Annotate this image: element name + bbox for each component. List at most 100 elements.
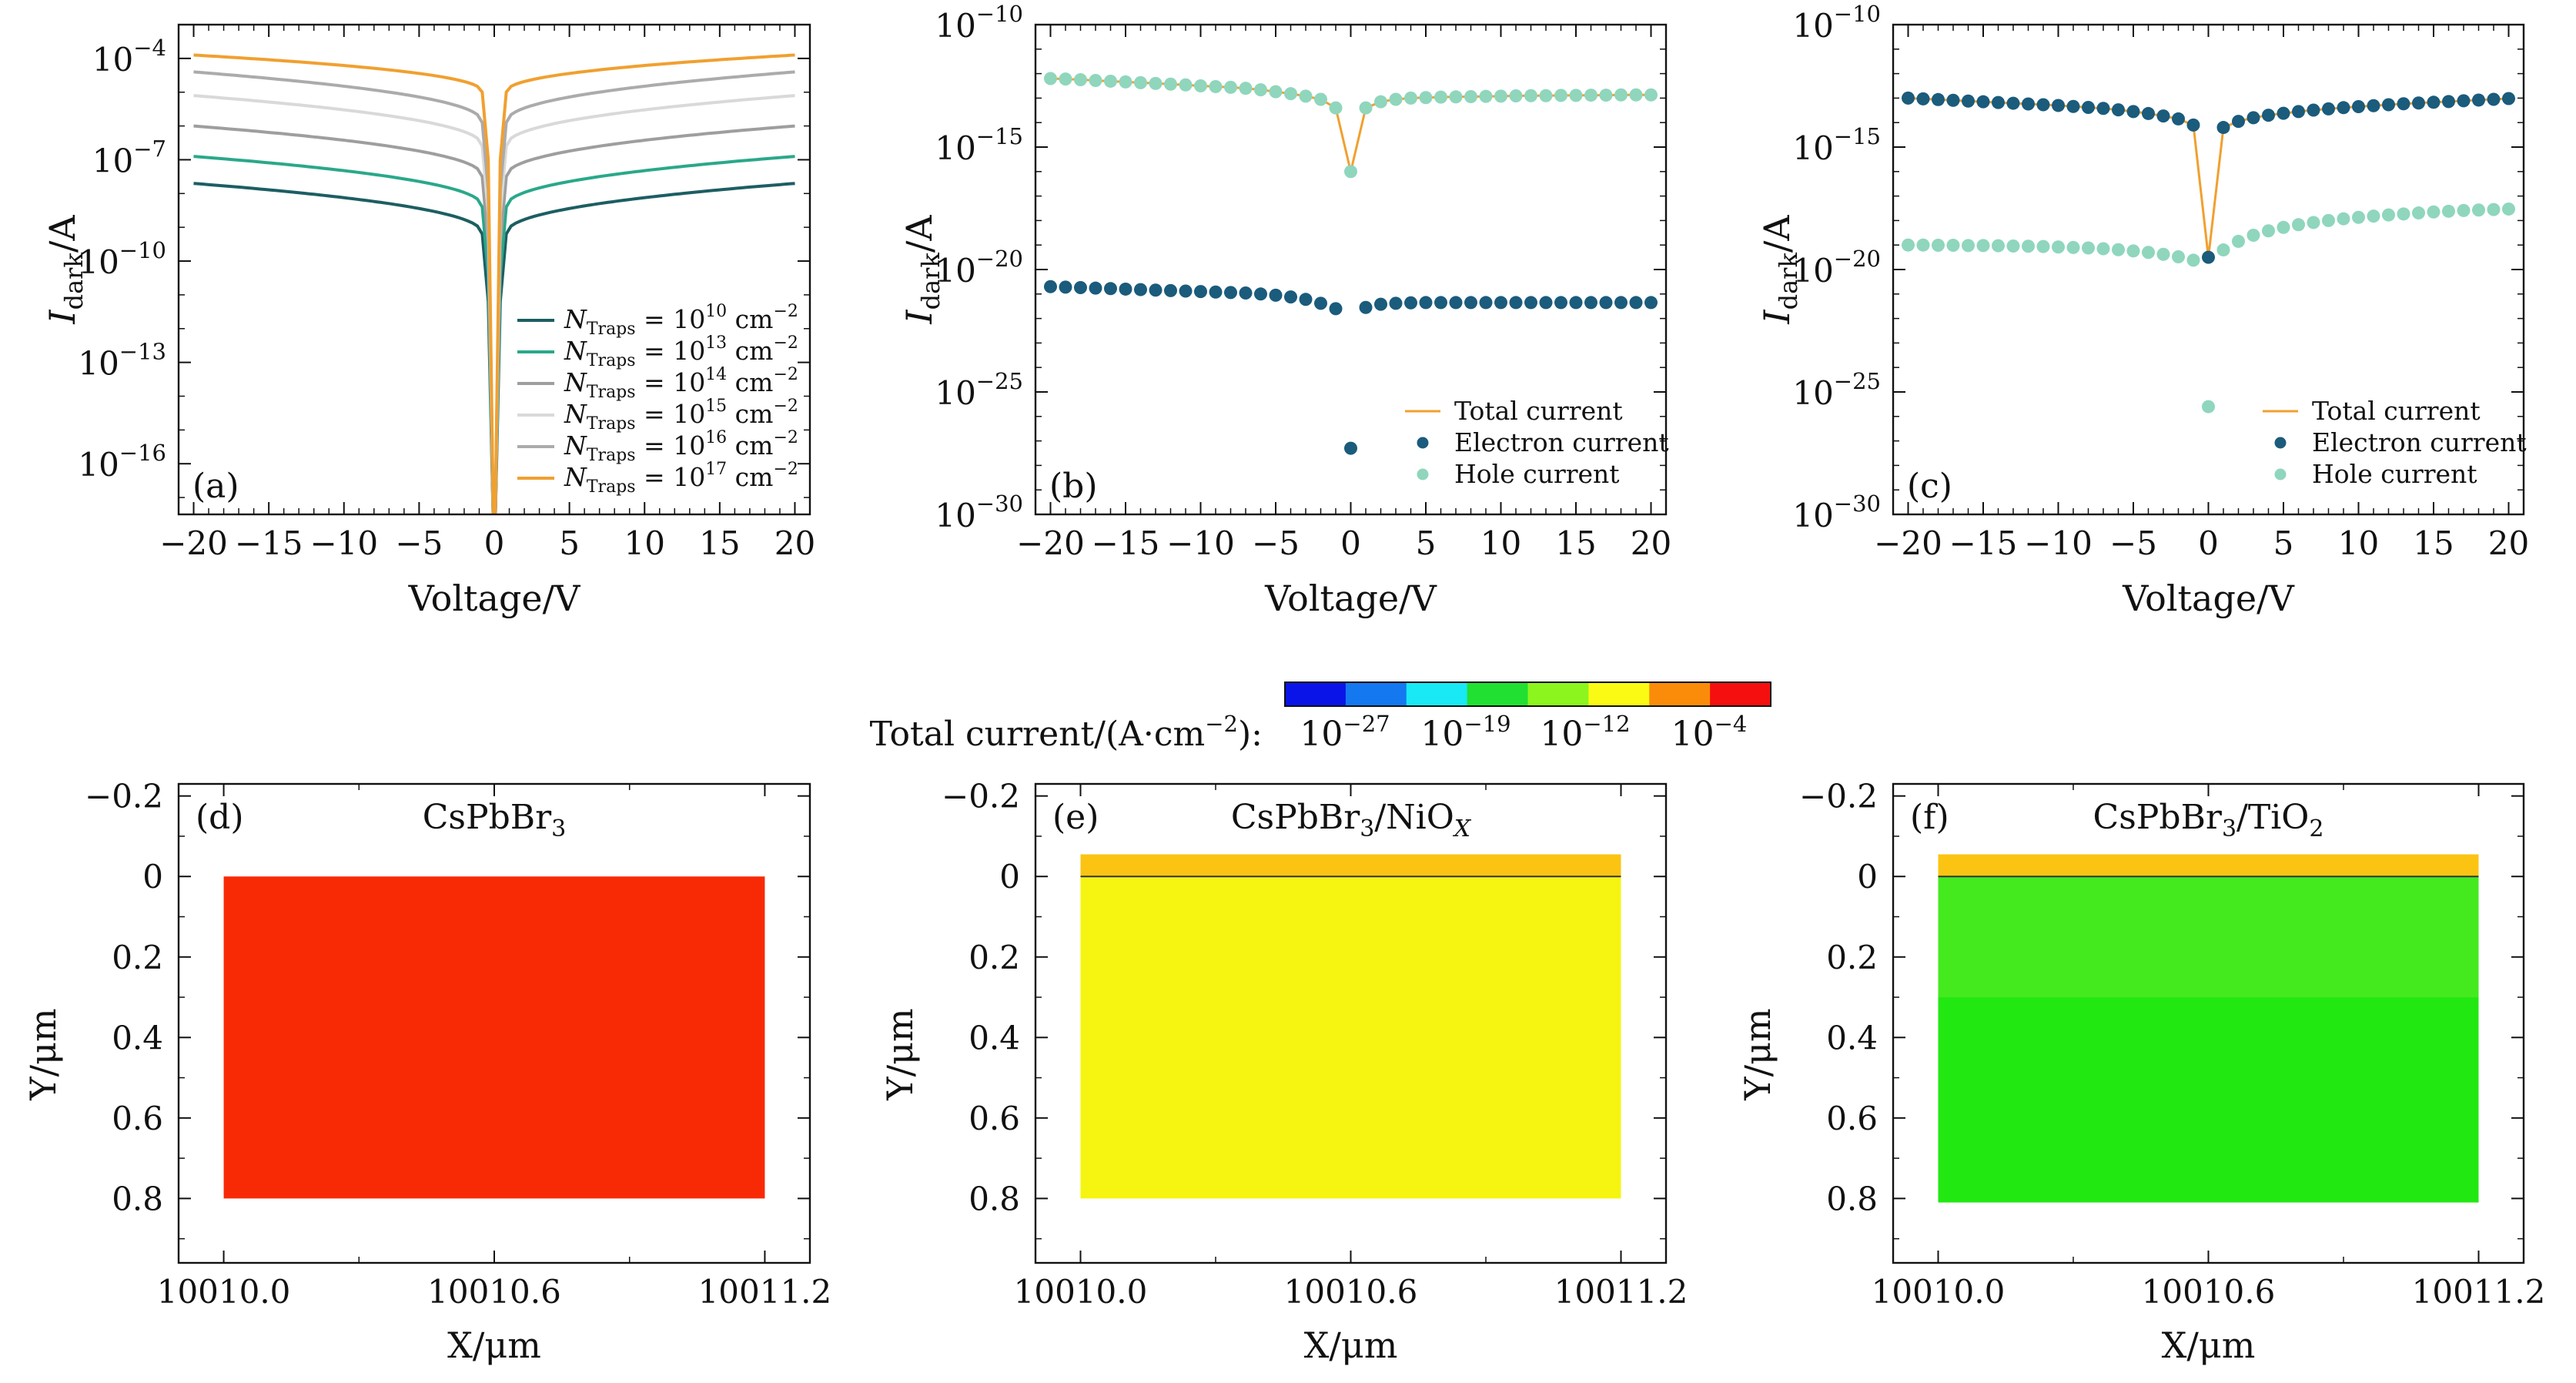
panel-a: −20 −15 −10 −5 0 5 10 15 2010−410−710−1010−1310−…	[42, 24, 815, 619]
y-tick-label: 10−20	[1792, 246, 1881, 290]
hole-point	[1584, 89, 1597, 102]
legend-name: N	[564, 304, 587, 334]
title-mid: /NiO	[1374, 798, 1454, 837]
legend-exp: 16	[705, 428, 727, 447]
colorbar-tick-label: 10−19	[1420, 711, 1510, 754]
hole-point	[2156, 247, 2170, 261]
hole-point	[2186, 253, 2200, 267]
electron-point	[1134, 283, 1147, 296]
cb-label-end: ):	[1238, 715, 1263, 754]
x-tick-label: 10011.2	[1554, 1273, 1688, 1311]
y-tick-label: 0	[999, 858, 1020, 896]
electron-point	[2232, 115, 2245, 129]
y-tick-base: 10	[78, 243, 119, 281]
legend-sub: Traps	[587, 446, 636, 465]
y-label-sub: dark	[1774, 253, 1803, 310]
hole-point	[2502, 202, 2515, 216]
panel-d: 10010.0 10010.6 10011.2 −0.2 0 0.2 0.4 0.6 0.8 (d…	[22, 778, 831, 1366]
x-tick-label: 10011.2	[698, 1273, 832, 1311]
total-current-line	[1908, 96, 2509, 258]
hole-point	[1329, 101, 1343, 115]
x-tick-label: −20	[1016, 524, 1085, 562]
x-tick-label: 5	[559, 524, 580, 562]
electron-point	[2096, 102, 2110, 116]
x-axis-label: X/μm	[1304, 1324, 1398, 1366]
legend-swatch-dot	[1417, 468, 1429, 481]
panel-label: (b)	[1049, 467, 1098, 506]
hole-point	[1224, 80, 1237, 94]
electron-point	[1932, 92, 1945, 106]
hole-point	[2487, 203, 2501, 216]
y-tick-label: 10−15	[1792, 123, 1881, 167]
cb-tick-exp: −19	[1464, 711, 1510, 737]
y-tick-label: 0.8	[969, 1180, 1020, 1217]
legend-exp: 14	[705, 365, 727, 384]
y-tick-base: 10	[935, 374, 975, 412]
axes-frame-c	[1892, 23, 2525, 516]
x-tick-label: 20	[774, 524, 815, 562]
y-tick-label: 0.6	[969, 1100, 1020, 1137]
colorbar: Total current/(A·cm−2): 10−27 10−19 10−12 10…	[870, 681, 1771, 754]
electron-point	[1284, 290, 1297, 304]
y-axis-label: Y/μm	[1737, 1008, 1778, 1100]
y-tick-exp: −15	[1834, 123, 1881, 149]
hole-point	[2126, 244, 2140, 258]
plot-area	[1044, 72, 1658, 455]
legend-entry: NTraps = 1010 cm−2	[564, 302, 798, 339]
electron-point	[2156, 109, 2170, 123]
y-tick-label: 10−20	[935, 246, 1023, 290]
y-axis-label: Y/μm	[22, 1008, 64, 1100]
electron-point	[1509, 296, 1523, 310]
y-tick-label: 0.4	[969, 1019, 1020, 1057]
electron-point	[1962, 94, 1975, 108]
panel-title: CsPbBr3/TiO2	[2093, 798, 2324, 842]
legend-exp: 17	[705, 460, 727, 479]
series-line-5	[193, 53, 795, 514]
electron-point	[1554, 296, 1567, 310]
hole-point	[2262, 224, 2275, 238]
electron-point	[2066, 99, 2080, 113]
colorbar-tick-label: 10−27	[1300, 711, 1390, 754]
hole-point	[1946, 239, 1960, 253]
legend-unit: cm	[727, 462, 773, 492]
x-tick-label: 10010.6	[2142, 1273, 2276, 1311]
y-tick-label: 10−15	[935, 123, 1023, 167]
y-tick-label: 0.2	[969, 939, 1020, 976]
x-tick-label: 0	[1340, 524, 1361, 562]
electron-point	[1629, 296, 1643, 310]
hole-point	[2202, 400, 2215, 414]
hole-point	[2472, 203, 2485, 217]
colorbar-segment	[1527, 682, 1589, 706]
legend-unit-exp: −2	[773, 428, 798, 447]
hole-point	[1404, 91, 1417, 105]
hole-point	[2277, 220, 2290, 234]
x-tick-label: 20	[1631, 524, 1671, 562]
x-tick-label: 10010.0	[1014, 1273, 1148, 1311]
hole-point	[1539, 89, 1553, 102]
hole-point	[2442, 204, 2455, 218]
electron-point	[1584, 296, 1597, 310]
y-tick-label: 0.4	[1826, 1019, 1878, 1057]
electron-point	[1149, 283, 1163, 297]
panel-label: (f)	[1910, 798, 1949, 837]
hole-point	[1299, 89, 1313, 103]
hole-point	[1992, 239, 2005, 253]
y-tick-label: 10−10	[78, 237, 166, 281]
x-tick-label: 5	[1416, 524, 1437, 562]
electron-point	[1194, 285, 1207, 299]
series-line-4	[193, 70, 795, 514]
hole-point	[1269, 85, 1283, 99]
electron-point	[1494, 296, 1507, 310]
electron-point	[1389, 296, 1403, 310]
legend-unit-exp: −2	[773, 460, 798, 479]
x-tick-label: 15	[2413, 524, 2454, 562]
electron-point	[1044, 280, 1057, 293]
y-tick-exp: −10	[1834, 1, 1881, 27]
hole-point	[2036, 239, 2050, 253]
y-tick-base: 10	[935, 7, 975, 45]
electron-point	[1299, 293, 1313, 306]
hole-point	[2412, 206, 2425, 220]
electron-point	[2216, 121, 2230, 135]
x-tick-label: −15	[235, 524, 303, 562]
